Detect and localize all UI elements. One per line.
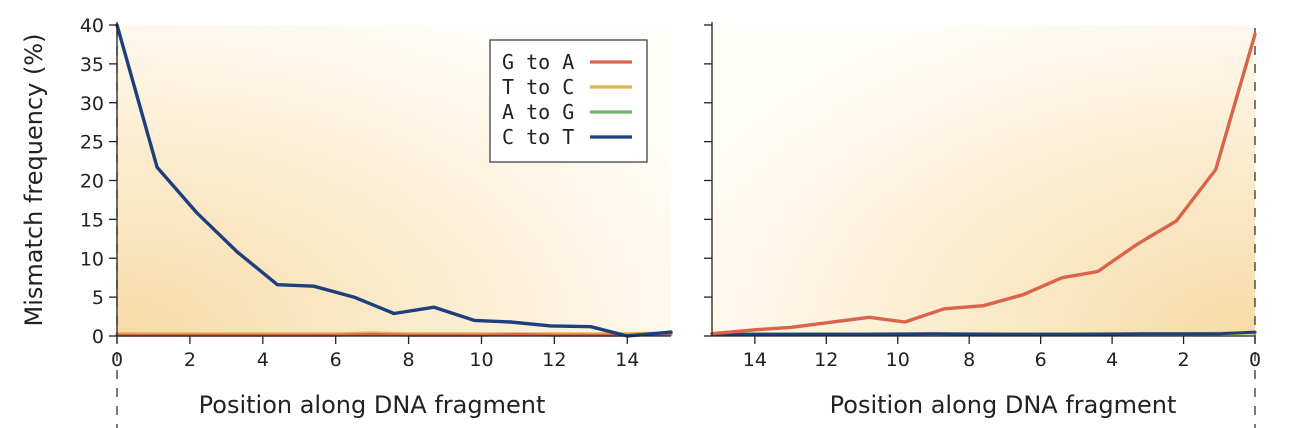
y-axis-title: Mismatch frequency (%) (20, 34, 48, 327)
left-x-tick-label: 2 (184, 349, 196, 371)
right-axes: 14 12 10 8 6 4 2 0 (704, 22, 1261, 371)
left-x-tick-label: 14 (615, 349, 639, 371)
left-x-tick-label: 0 (111, 349, 123, 371)
left-axes: 0 5 10 15 20 25 30 35 40 0 2 4 6 8 10 12 14 (80, 15, 671, 371)
y-tick-label: 35 (80, 54, 104, 76)
right-series-group (710, 32, 1257, 336)
left-series-c-to-t (115, 23, 673, 338)
y-tick-label: 5 (92, 287, 104, 309)
right-series-g-to-a (710, 32, 1257, 336)
right-x-tick-label: 14 (743, 349, 767, 371)
legend-label: C to T (502, 125, 574, 149)
right-x-tick-label: 12 (814, 349, 838, 371)
right-x-tick-label: 0 (1249, 349, 1261, 371)
left-x-tick-label: 4 (257, 349, 269, 371)
right-series-c-to-t (710, 330, 1257, 336)
left-panel: 0 5 10 15 20 25 30 35 40 0 2 4 6 8 10 12 14 G to AT to C… (20, 15, 673, 428)
left-series-g-to-a (115, 332, 673, 337)
y-tick-label: 40 (80, 15, 104, 37)
legend-label: T to C (502, 75, 574, 99)
legend-label: A to G (502, 100, 574, 124)
y-tick-label: 30 (80, 93, 104, 115)
y-tick-label: 20 (80, 171, 104, 193)
left-x-tick-label: 10 (469, 349, 493, 371)
y-tick-label: 15 (80, 209, 104, 231)
right-plot-background (712, 25, 1255, 336)
y-tick-label: 25 (80, 132, 104, 154)
left-x-axis-title: Position along DNA fragment (199, 391, 546, 419)
right-x-tick-label: 10 (886, 349, 910, 371)
right-panel: 14 12 10 8 6 4 2 0 Position along DNA fragment (704, 22, 1261, 428)
right-x-tick-label: 2 (1178, 349, 1190, 371)
right-x-axis-title: Position along DNA fragment (830, 391, 1177, 419)
right-x-tick-label: 6 (1035, 349, 1047, 371)
left-x-tick-label: 6 (330, 349, 342, 371)
left-x-tick-label: 12 (542, 349, 566, 371)
left-series-group (115, 23, 673, 338)
legend: G to AT to CA to GC to T (489, 39, 648, 163)
legend-box (489, 39, 648, 163)
right-x-tick-label: 8 (963, 349, 975, 371)
y-tick-label: 10 (80, 248, 104, 270)
y-tick-label: 0 (92, 326, 104, 348)
legend-label: G to A (502, 50, 574, 74)
right-x-tick-label: 4 (1106, 349, 1118, 371)
left-x-tick-label: 8 (403, 349, 415, 371)
